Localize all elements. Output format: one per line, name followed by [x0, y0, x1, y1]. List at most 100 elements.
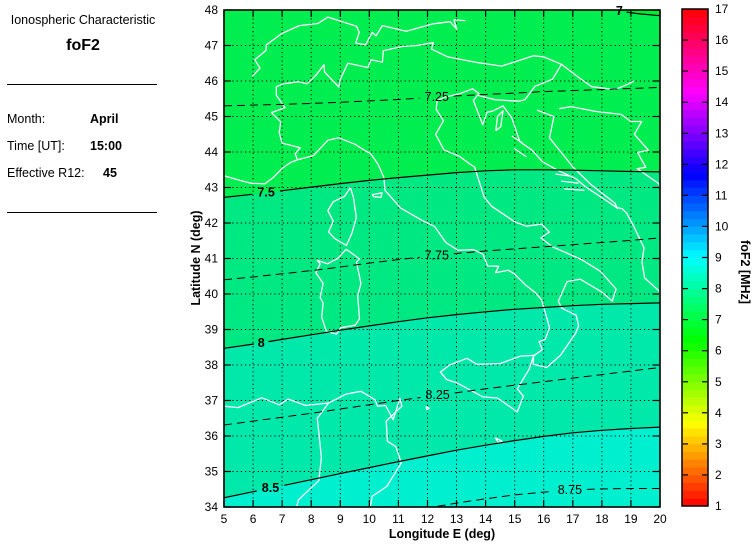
fill-bands — [224, 10, 660, 507]
x-tick-label: 7 — [279, 512, 286, 526]
colorbar-segment — [682, 133, 708, 142]
colorbar-segment — [682, 374, 708, 383]
colorbar-segment — [682, 498, 708, 507]
contour-labels: 7 7.25 7.5 7.75 8 8.25 8.5 8.75 — [257, 4, 622, 497]
colorbar-segment — [682, 141, 708, 150]
y-tick-label: 47 — [205, 39, 219, 53]
map-outlines — [224, 16, 660, 507]
colorbar-segment — [682, 32, 708, 41]
y-tick-label: 46 — [205, 74, 219, 88]
colorbar-tick-label: 13 — [715, 126, 729, 140]
outline-alps-borders — [270, 42, 635, 161]
colorbar-segment — [682, 467, 708, 476]
colorbar-tick-label: 17 — [715, 2, 729, 16]
outline-french-coast — [224, 159, 298, 185]
colorbar-segment — [682, 436, 708, 445]
y-tick-label: 37 — [205, 394, 219, 408]
outline-pantelleria — [425, 405, 430, 411]
colorbar-tick-label: 2 — [715, 468, 722, 482]
y-tick-label: 43 — [205, 181, 219, 195]
outline-elba — [371, 192, 383, 199]
outline-algeria-coast — [224, 397, 329, 409]
outline-hvar — [561, 180, 579, 184]
colorbar-tick-label: 7 — [715, 313, 722, 327]
panel-subtitle: foF2 — [66, 37, 100, 54]
x-tick-label: 19 — [624, 512, 638, 526]
contour-label-8.5: 8.5 — [262, 481, 279, 495]
x-axis-title: Longitude E (deg) — [388, 527, 496, 541]
colorbar-segment — [682, 55, 708, 64]
contour-label-7.75: 7.75 — [425, 249, 449, 263]
contour-8.75 — [586, 488, 660, 490]
outline-malta — [494, 437, 503, 444]
colorbar-segment — [682, 350, 708, 359]
colorbar-segment — [682, 234, 708, 243]
contour-8.5 — [224, 490, 257, 499]
x-tick-labels: 5 6 7 8 9 10 11 12 13 14 15 16 17 18 19 20 — [221, 512, 667, 526]
colorbar-segment — [682, 179, 708, 188]
colorbar-segment — [682, 78, 708, 87]
colorbar-segment — [682, 412, 708, 421]
contour-8.5 — [284, 426, 660, 486]
colorbar-tick-label: 8 — [715, 282, 722, 296]
contour-label-7.25: 7.25 — [425, 90, 449, 104]
colorbar-segment — [682, 335, 708, 344]
outline-brac — [555, 173, 571, 177]
colorbar-tick-label: 10 — [715, 219, 729, 233]
x-tick-label: 16 — [537, 512, 551, 526]
colorbar-tick-label: 5 — [715, 375, 722, 389]
colorbar-segment — [682, 24, 708, 33]
colorbar-tick-label: 15 — [715, 64, 729, 78]
month-label: Month: — [7, 112, 46, 126]
colorbar-segment — [682, 210, 708, 219]
colorbar-segment — [682, 451, 708, 460]
colorbar-segment — [682, 327, 708, 336]
colorbar-segment — [682, 40, 708, 49]
contour-lines — [224, 10, 660, 507]
colorbar-segment — [682, 265, 708, 274]
colorbar-segment — [682, 389, 708, 398]
outline-dugi-otok — [513, 147, 527, 158]
colorbar-segment — [682, 249, 708, 258]
colorbar-segment — [682, 102, 708, 111]
plot-frame — [223, 9, 661, 508]
colorbar-segment — [682, 16, 708, 25]
y-tick-label: 36 — [205, 429, 219, 443]
colorbar-segment — [682, 156, 708, 165]
outline-tunisia-coast — [328, 390, 403, 507]
colorbar-segment — [682, 342, 708, 351]
x-tick-label: 10 — [363, 512, 377, 526]
contour-8 — [268, 302, 660, 343]
colorbar-segment — [682, 172, 708, 181]
colorbar-segment — [682, 358, 708, 367]
contour-8.75 — [437, 490, 553, 507]
colorbar-segment — [682, 273, 708, 282]
y-tick-label: 40 — [205, 287, 219, 301]
outline-corsica — [327, 187, 357, 247]
outline-dinaric-border — [536, 109, 619, 210]
y-tick-label: 42 — [205, 216, 219, 230]
month-value: April — [90, 112, 119, 126]
colorbar-tick-label: 12 — [715, 157, 729, 171]
y-tick-label: 39 — [205, 323, 219, 337]
colorbar-segment — [682, 443, 708, 452]
band->8.5 — [224, 427, 660, 507]
axis-ticks — [223, 9, 661, 508]
colorbar-tick-label: 1 — [715, 499, 722, 513]
outline-cres-krk — [495, 110, 504, 132]
colorbar-segment — [682, 257, 708, 266]
contour-7.5 — [224, 193, 253, 198]
r12-label: Effective R12: — [7, 166, 85, 180]
contour-8.25 — [224, 397, 421, 426]
colorbar-segment — [682, 63, 708, 72]
r12-value: 45 — [103, 166, 117, 180]
colorbar-segment — [682, 86, 708, 95]
colorbar-segment — [682, 280, 708, 289]
info-panel: Ionospheric Characteristic foF2 Month: A… — [0, 0, 166, 551]
contour-label-7.5: 7.5 — [257, 186, 274, 200]
outline-north-borders — [251, 16, 466, 77]
colorbar-tick-label: 4 — [715, 406, 722, 420]
outline-sicily — [439, 354, 535, 413]
